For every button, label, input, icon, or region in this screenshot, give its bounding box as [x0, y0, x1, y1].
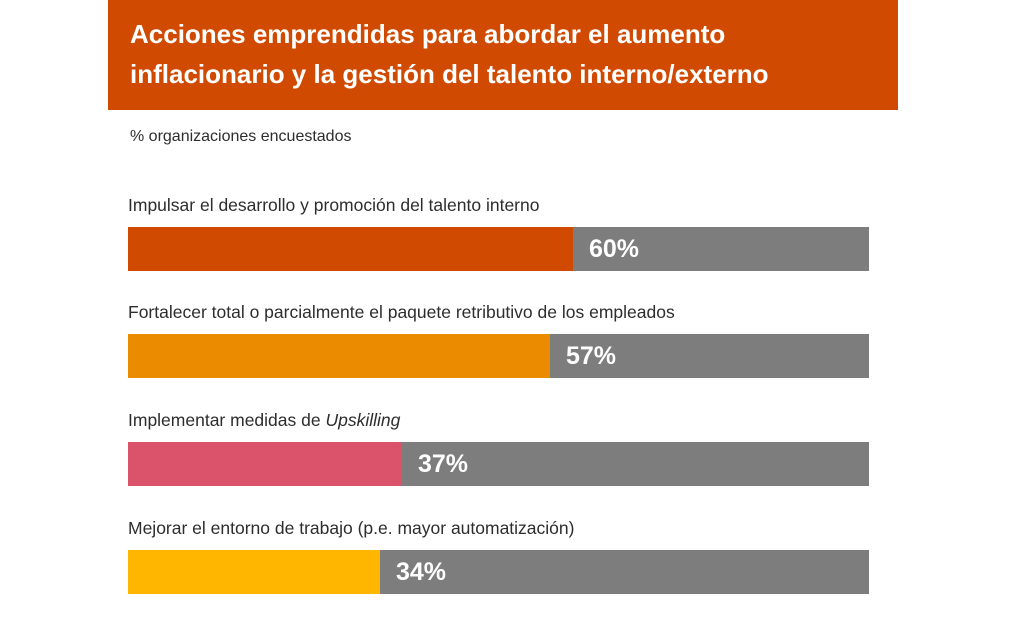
bar-label-text: Mejorar el entorno de trabajo (p.e. mayo… [128, 518, 575, 538]
bar-item-2: Fortalecer total o parcialmente el paque… [128, 300, 869, 378]
bar-label-prefix: Implementar medidas de [128, 410, 326, 430]
bar-label: Fortalecer total o parcialmente el paque… [128, 300, 869, 324]
bar-fill [128, 334, 550, 378]
bar-label-emphasis: Upskilling [325, 410, 401, 430]
bar-fill [128, 227, 573, 271]
bar-track: 37% [128, 442, 869, 486]
bar-item-1: Impulsar el desarrollo y promoción del t… [128, 193, 869, 271]
bar-value-label: 34% [396, 558, 447, 586]
bar-label: Mejorar el entorno de trabajo (p.e. mayo… [128, 516, 869, 540]
chart-header: Acciones emprendidas para abordar el aum… [108, 0, 898, 110]
bar-item-3: Implementar medidas de Upskilling 37% [128, 408, 869, 486]
bar-track: 60% [128, 227, 869, 271]
chart-title-line-2: inflacionario y la gestión del talento i… [130, 59, 769, 89]
bar-track: 34% [128, 550, 869, 594]
bar-value-label: 57% [566, 342, 617, 370]
bar-fill [128, 550, 380, 594]
bar-value-label: 37% [418, 450, 469, 478]
bar-track: 57% [128, 334, 869, 378]
bar-fill [128, 442, 402, 486]
bar-label-text: Impulsar el desarrollo y promoción del t… [128, 195, 540, 215]
chart-title-line-1: Acciones emprendidas para abordar el aum… [130, 19, 726, 49]
bar-item-4: Mejorar el entorno de trabajo (p.e. mayo… [128, 516, 869, 594]
bar-label: Impulsar el desarrollo y promoción del t… [128, 193, 869, 217]
bar-label-text: Fortalecer total o parcialmente el paque… [128, 302, 675, 322]
bar-value-label: 60% [589, 235, 640, 263]
bar-label: Implementar medidas de Upskilling [128, 408, 869, 432]
chart-subtitle: % organizaciones encuestados [130, 128, 352, 145]
